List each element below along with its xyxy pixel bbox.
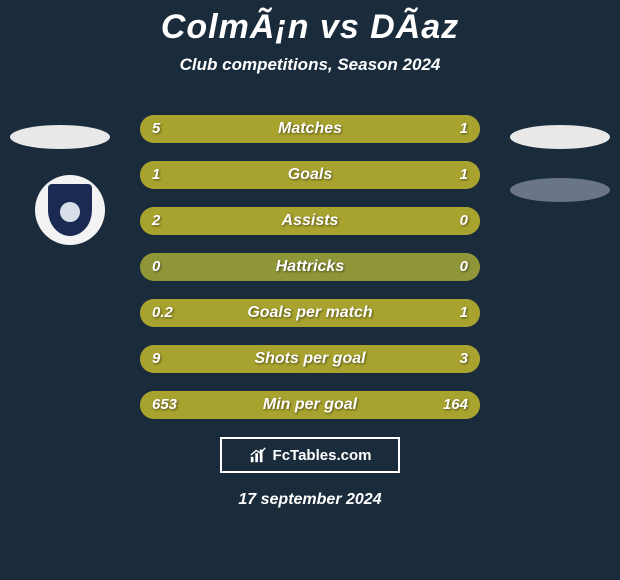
stat-bar: Assists2 0 xyxy=(140,207,480,235)
stat-bar: Shots per goal9 3 xyxy=(140,345,480,373)
stat-value-left: 1 xyxy=(152,161,160,189)
stat-value-left: 5 xyxy=(152,115,160,143)
stat-row: Goals1 1 xyxy=(0,161,620,189)
stat-bar: Matches5 1 xyxy=(140,115,480,143)
stat-value-right: 0 xyxy=(460,207,468,235)
stat-label: Assists xyxy=(140,207,480,235)
stat-value-right: 1 xyxy=(460,299,468,327)
stat-row: Assists2 0 xyxy=(0,207,620,235)
stat-value-left: 2 xyxy=(152,207,160,235)
stat-label: Goals xyxy=(140,161,480,189)
stat-bar: Goals per match0.2 1 xyxy=(140,299,480,327)
stat-label: Shots per goal xyxy=(140,345,480,373)
stat-bar: Hattricks0 0 xyxy=(140,253,480,281)
stat-value-right: 3 xyxy=(460,345,468,373)
stat-label: Min per goal xyxy=(140,391,480,419)
stats-container: Matches51Goals11Assists20Hattricks00Goal… xyxy=(0,115,620,419)
stat-label: Hattricks xyxy=(140,253,480,281)
stat-value-left: 0.2 xyxy=(152,299,173,327)
page-title: ColmÃ¡n vs DÃ­az xyxy=(0,0,620,47)
stat-value-left: 0 xyxy=(152,253,160,281)
stat-value-right: 1 xyxy=(460,115,468,143)
stat-label: Matches xyxy=(140,115,480,143)
stat-row: Goals per match0.2 1 xyxy=(0,299,620,327)
stat-row: Matches5 1 xyxy=(0,115,620,143)
stat-value-left: 653 xyxy=(152,391,177,419)
page-subtitle: Club competitions, Season 2024 xyxy=(0,55,620,75)
date-text: 17 september 2024 xyxy=(0,491,620,509)
stat-value-right: 164 xyxy=(443,391,468,419)
chart-icon xyxy=(249,446,267,464)
stat-value-right: 1 xyxy=(460,161,468,189)
stat-bar: Goals1 1 xyxy=(140,161,480,189)
stat-bar: Min per goal653 164 xyxy=(140,391,480,419)
stat-row: Shots per goal9 3 xyxy=(0,345,620,373)
stat-value-left: 9 xyxy=(152,345,160,373)
brand-badge: FcTables.com xyxy=(220,437,400,473)
stat-value-right: 0 xyxy=(460,253,468,281)
brand-text: FcTables.com xyxy=(273,447,372,464)
stat-row: Hattricks0 0 xyxy=(0,253,620,281)
stat-label: Goals per match xyxy=(140,299,480,327)
stat-row: Min per goal653 164 xyxy=(0,391,620,419)
